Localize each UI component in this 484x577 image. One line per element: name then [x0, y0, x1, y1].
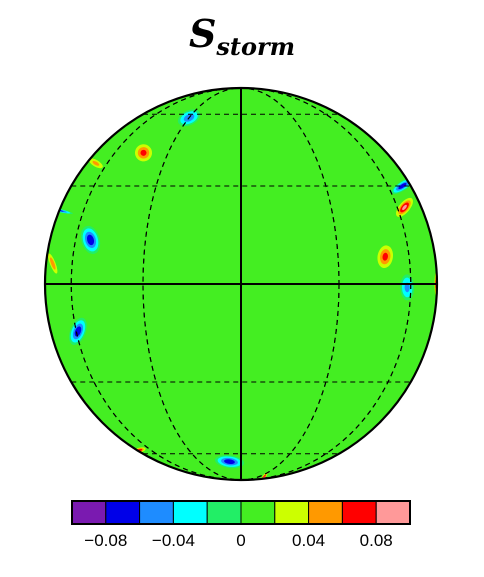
colorbar-swatch — [341, 500, 377, 525]
globe-outline — [43, 86, 439, 482]
colorbar-frame — [71, 500, 411, 525]
colorbar-swatch — [139, 500, 174, 525]
storm-feature — [69, 317, 87, 346]
chart-title: Sstorm — [0, 10, 484, 71]
colorbar-swatch — [308, 500, 343, 525]
colorbar-swatch — [172, 500, 208, 525]
storm-feature — [86, 156, 106, 170]
storm-feature — [375, 242, 395, 271]
meridian-line — [142, 88, 340, 480]
title-main: S — [188, 11, 217, 56]
title-subscript: storm — [216, 32, 296, 61]
colorbar-tick-label: −0.04 — [152, 531, 195, 550]
colorbar-swatch — [105, 500, 141, 525]
storm-feature — [132, 142, 155, 164]
colorbar-swatch — [71, 500, 107, 525]
colorbar-tick-label: 0.04 — [292, 531, 325, 550]
storm-feature — [394, 195, 415, 219]
colorbar-tick-label: 0.08 — [360, 531, 393, 550]
colorbar-swatch — [375, 500, 411, 525]
colorbar-swatch — [274, 500, 310, 525]
colorbar-tick-label: 0 — [236, 531, 245, 550]
storm-feature — [46, 250, 59, 277]
colorbar-tick-label: −0.08 — [84, 531, 127, 550]
storm-feature — [214, 455, 245, 469]
colorbar: −0.08 −0.04 0 0.04 0.08 — [71, 500, 411, 550]
colorbar-swatch — [206, 500, 242, 525]
colorbar-swatch — [240, 500, 276, 525]
meridian-line — [70, 88, 412, 480]
storm-feature — [80, 225, 101, 254]
